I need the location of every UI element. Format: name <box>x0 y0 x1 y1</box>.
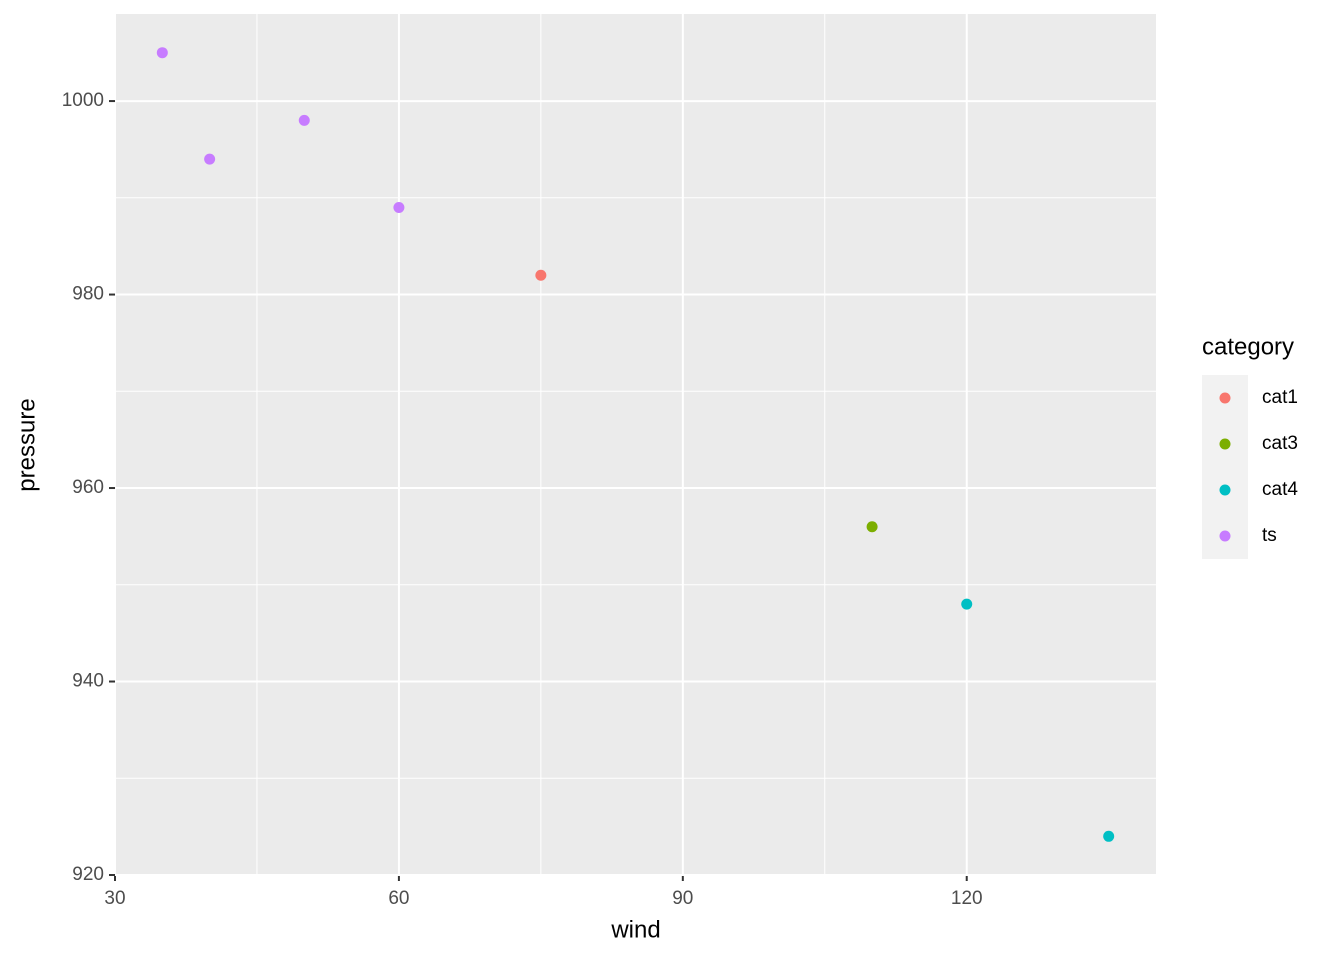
point <box>393 201 405 213</box>
y-tick-label: 960 <box>72 477 104 498</box>
x-tick-label: 30 <box>104 888 125 909</box>
legend-title: category <box>1202 333 1294 360</box>
point <box>156 47 168 59</box>
y-tick-label: 1000 <box>62 90 104 111</box>
legend-label: cat3 <box>1262 433 1298 454</box>
y-tick-label: 920 <box>72 864 104 885</box>
y-axis-title: pressure <box>13 398 40 491</box>
x-tick-label: 120 <box>951 888 983 909</box>
point <box>204 153 216 165</box>
legend-label: ts <box>1262 525 1277 546</box>
point <box>866 521 878 533</box>
y-tick-label: 940 <box>72 671 104 692</box>
x-tick-label: 90 <box>672 888 693 909</box>
point <box>298 114 310 126</box>
legend-keys-background <box>1202 375 1248 559</box>
y-tick-label: 980 <box>72 284 104 305</box>
legend-marker <box>1219 438 1231 450</box>
point <box>1103 830 1115 842</box>
legend-marker <box>1219 484 1231 496</box>
x-axis-title: wind <box>610 916 660 943</box>
point <box>961 598 973 610</box>
legend-marker <box>1219 530 1231 542</box>
legend-label: cat1 <box>1262 387 1298 408</box>
legend-label: cat4 <box>1262 479 1298 500</box>
legend-marker <box>1219 392 1231 404</box>
panel <box>115 14 1156 875</box>
point <box>535 269 547 281</box>
x-tick-label: 60 <box>388 888 409 909</box>
